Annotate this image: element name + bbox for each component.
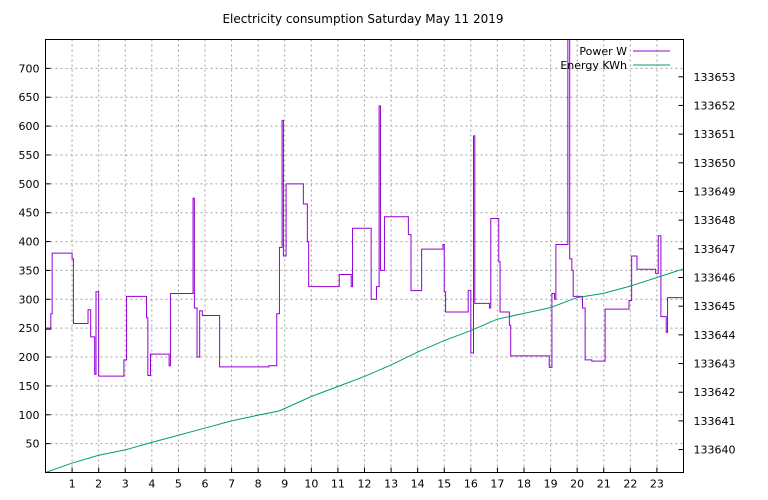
y-tick-label: 400 [19,236,40,249]
x-tick-label: 14 [411,478,425,491]
legend-label-power: Power W [579,45,627,58]
x-tick-label: 2 [95,478,102,491]
chart-title: Electricity consumption Saturday May 11 … [222,12,503,26]
x-tick-label: 23 [650,478,664,491]
x-tick-label: 5 [175,478,182,491]
series-layer [45,39,684,473]
x-tick-label: 18 [517,478,531,491]
y2-tick-label: 133651 [694,128,736,141]
y-tick-label: 600 [19,120,40,133]
y2-tick-label: 133644 [694,329,736,342]
y-tick-label: 550 [19,149,40,162]
y2-tick-label: 133653 [694,71,736,84]
tick-labels: 1 2 3 4 5 6 7 8 9 10 11 12 13 14 15 16 17 18 19 20 21 22 23501… [19,62,736,490]
x-tick-label: 1 [69,478,76,491]
x-tick-label: 16 [464,478,478,491]
y-tick-label: 150 [19,380,40,393]
x-tick-label: 6 [202,478,209,491]
y-tick-label: 50 [26,438,40,451]
x-tick-label: 8 [255,478,262,491]
x-tick-label: 9 [281,478,288,491]
grid [45,39,684,473]
plot-frame [45,39,684,473]
x-tick-label: 15 [437,478,451,491]
legend-label-energy: Energy KWh [560,59,627,72]
y2-tick-label: 133640 [694,444,736,457]
y2-tick-label: 133652 [694,99,736,112]
y2-tick-label: 133649 [694,185,736,198]
x-tick-label: 13 [384,478,398,491]
y-tick-label: 450 [19,207,40,220]
y2-tick-label: 133647 [694,243,736,256]
y-tick-label: 300 [19,293,40,306]
y2-tick-label: 133642 [694,386,736,399]
x-tick-label: 3 [122,478,129,491]
series-line-power [45,39,684,377]
y-tick-label: 650 [19,91,40,104]
y2-tick-label: 133646 [694,272,736,285]
series-line-energy [45,268,684,473]
y2-tick-label: 133648 [694,214,736,227]
y-tick-label: 500 [19,178,40,191]
x-tick-label: 4 [148,478,155,491]
x-tick-label: 19 [544,478,558,491]
x-tick-label: 11 [331,478,345,491]
y2-tick-label: 133650 [694,157,736,170]
x-tick-label: 10 [304,478,318,491]
y-tick-label: 100 [19,409,40,422]
y2-tick-label: 133643 [694,358,736,371]
x-tick-label: 17 [490,478,504,491]
y-tick-label: 200 [19,351,40,364]
x-tick-label: 21 [597,478,611,491]
y2-tick-label: 133641 [694,415,736,428]
y-tick-label: 350 [19,264,40,277]
y-tick-label: 250 [19,322,40,335]
x-tick-label: 22 [623,478,637,491]
y2-tick-label: 133645 [694,300,736,313]
x-tick-label: 7 [228,478,235,491]
x-tick-label: 12 [358,478,372,491]
y-tick-label: 700 [19,62,40,75]
x-tick-label: 20 [570,478,584,491]
legend: Power W Energy KWh [560,45,670,72]
